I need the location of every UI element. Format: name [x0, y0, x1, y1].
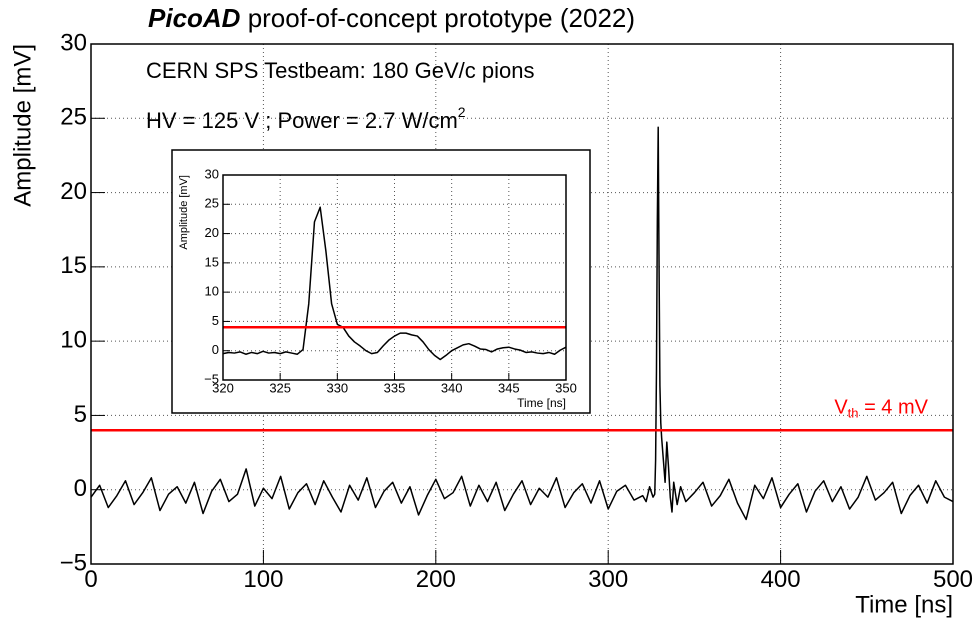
annotation-text: HV = 125 V ; Power = 2.7 W/cm [146, 108, 458, 133]
x-tick-label: 340 [441, 381, 463, 396]
x-axis-title: Time [ns] [855, 591, 953, 618]
annotation-text: CERN SPS Testbeam: 180 GeV/c pions [146, 58, 534, 83]
y-tick-label: 25 [60, 104, 87, 131]
y-tick-label: 10 [60, 326, 87, 353]
y-tick-label: −5 [204, 371, 219, 386]
x-tick-label: 400 [761, 566, 801, 593]
y-tick-label: 30 [60, 29, 87, 56]
annotation: HV = 125 V ; Power = 2.7 W/cm2 [146, 104, 466, 133]
x-tick-label: 300 [588, 566, 628, 593]
y-tick-label: 5 [74, 401, 87, 428]
y-tick-label: 15 [60, 252, 87, 279]
threshold-label-rest: = 4 mV [859, 397, 929, 419]
y-axis-title: Amplitude [mV] [9, 44, 36, 207]
y-tick-label: 20 [205, 225, 219, 240]
trace [222, 206, 567, 361]
plot-frame [222, 174, 567, 381]
annotation-sup: 2 [458, 104, 466, 120]
y-tick-label: 0 [212, 342, 219, 357]
y-tick-label: 5 [212, 313, 219, 328]
y-tick-label: 25 [205, 196, 219, 211]
x-tick-label: 325 [269, 381, 291, 396]
threshold-label-sub: th [848, 406, 859, 421]
annotation: CERN SPS Testbeam: 180 GeV/c pions [146, 58, 534, 83]
y-tick-label: 30 [205, 166, 219, 181]
x-axis-title: Time [ns] [517, 396, 566, 410]
x-tick-label: 335 [384, 381, 406, 396]
chart-title: PicoAD proof-of-concept prototype (2022) [148, 3, 635, 33]
y-tick-label: −5 [60, 549, 87, 576]
x-tick-label: 100 [243, 566, 283, 593]
x-tick-label: 320 [212, 381, 234, 396]
plot-frame [90, 43, 954, 565]
title-bold: PicoAD [148, 3, 241, 33]
y-tick-label: 20 [60, 178, 87, 205]
x-tick-label: 0 [84, 566, 97, 593]
x-tick-label: 350 [555, 381, 577, 396]
x-tick-label: 200 [416, 566, 456, 593]
trace [90, 126, 954, 521]
y-tick-label: 15 [205, 254, 219, 269]
y-tick-label: 10 [205, 284, 219, 299]
x-tick-label: 330 [326, 381, 348, 396]
threshold-label-main: V [834, 397, 848, 419]
title-rest: proof-of-concept prototype (2022) [240, 3, 635, 33]
x-tick-label: 500 [933, 566, 973, 593]
x-tick-label: 345 [498, 381, 520, 396]
y-tick-label: 0 [74, 475, 87, 502]
y-axis-title: Amplitude [mV] [178, 175, 190, 250]
plot: −5 0 5 10 15 20 25 30 320 325 330 335 340 345 350Time … [171, 149, 591, 414]
threshold-label: Vth = 4 mV [834, 397, 928, 421]
inset-frame [171, 149, 591, 414]
